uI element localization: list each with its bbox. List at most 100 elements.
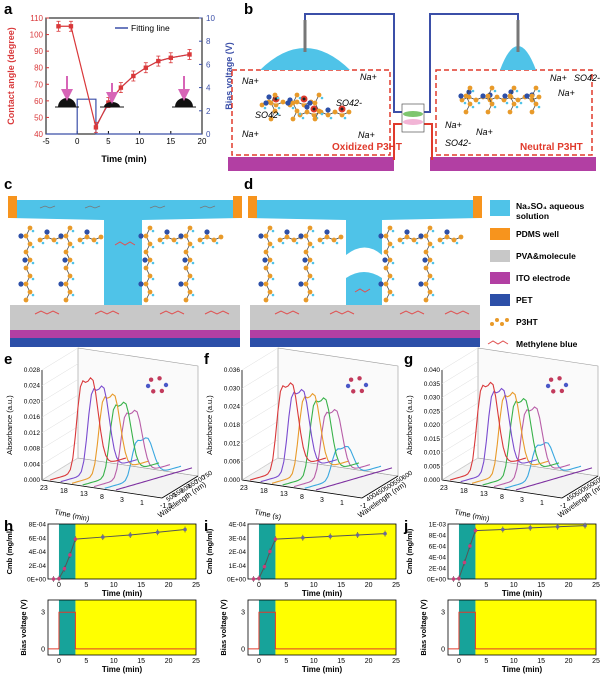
z-tick-label: 0.008 — [24, 446, 41, 453]
atom — [312, 116, 318, 122]
atom — [307, 225, 313, 231]
hydrogen-atom — [215, 241, 219, 245]
z-tick-label: 0.012 — [224, 440, 241, 447]
ion-label: Na+ — [360, 72, 377, 82]
time-tick-label: 8 — [500, 494, 504, 501]
bias-tick-label: 3 — [241, 610, 245, 617]
panel-i-xlabel: Time (min) — [302, 589, 343, 598]
x-tick-label: 20 — [198, 137, 207, 146]
time-tick-label: 3 — [320, 497, 324, 504]
hydrogen-atom — [191, 277, 195, 281]
grid-line — [241, 347, 279, 371]
hydrogen-atom — [191, 293, 195, 297]
sulfur-atom — [502, 93, 508, 99]
legend-label: Na₂SO₄ aqueous — [516, 201, 585, 211]
y-tick-label: 50 — [34, 113, 43, 122]
atom — [27, 225, 33, 231]
ion-label: Na+ — [358, 130, 375, 140]
atom — [44, 234, 50, 240]
hydrogen-atom — [455, 241, 459, 245]
x-tick-label: 15 — [537, 582, 545, 589]
hydrogen-atom — [161, 241, 165, 245]
back-wall — [77, 347, 199, 477]
ion-label: Na+ — [242, 76, 259, 86]
ion-label: SO42- — [336, 98, 362, 108]
x-tick-label: 10 — [310, 582, 318, 589]
atom — [187, 257, 193, 263]
x-tick-label: 0 — [75, 137, 80, 146]
sulfur-atom — [266, 94, 272, 100]
data-point — [273, 537, 278, 541]
atom — [67, 273, 73, 279]
hydrogen-atom — [151, 245, 155, 249]
z-tick-label: 0.015 — [424, 436, 441, 443]
z-tick-label: 0.024 — [24, 383, 41, 390]
hydrogen-atom — [391, 277, 395, 281]
x-tick-label: -5 — [42, 137, 50, 146]
methylene-blue-icon — [204, 310, 230, 315]
grid-line — [41, 363, 79, 386]
spectrum-line — [82, 401, 160, 486]
y2-tick-label: 2 — [206, 107, 211, 116]
atom — [325, 112, 331, 118]
legend-fitting-line-label: Fitting line — [131, 23, 170, 33]
panel-c: c — [4, 176, 242, 347]
z-tick-label: 0.004 — [24, 461, 41, 468]
atom — [272, 108, 278, 114]
spectrum-line — [460, 387, 538, 483]
x-tick-label: 0 — [457, 582, 461, 589]
data-point — [328, 534, 333, 539]
hydrogen-atom — [271, 261, 275, 265]
atom — [294, 108, 300, 114]
axes-frame — [447, 523, 597, 580]
atom — [143, 281, 149, 287]
fitting-line — [95, 53, 190, 126]
atom — [529, 109, 535, 115]
y-tick-label: 2E-04 — [29, 563, 47, 570]
atom — [84, 234, 90, 240]
panel-letter-e: e — [4, 351, 12, 368]
wire-blue-left — [304, 13, 410, 113]
panel-i-bias-label: Bias voltage (V) — [219, 599, 228, 656]
panel-a-ylabel-right: Bias voltage (V) — [224, 42, 234, 110]
spectrum-line — [304, 445, 382, 489]
hydrogen-atom — [41, 241, 45, 245]
data-point — [73, 537, 78, 541]
grid-line — [241, 402, 279, 426]
ito-layer — [250, 330, 480, 338]
spectrum-line — [60, 385, 138, 483]
panel-h-bias-xlabel: Time (min) — [102, 665, 143, 674]
atom — [529, 93, 535, 99]
panel-j: j 0E+00 2E-04 4E-04 6E-04 8E-04 1E-03 0 5 10 15 20 2… — [403, 518, 600, 674]
hydrogen-atom — [276, 96, 280, 100]
panel-letter-c: c — [4, 176, 12, 193]
atom — [273, 102, 279, 108]
axes-frame — [447, 599, 597, 656]
inset-molecule-atom — [151, 389, 156, 394]
inset-molecule-atom — [163, 382, 169, 388]
droplet-icons — [55, 76, 196, 108]
time-tick-label: 3 — [120, 497, 124, 504]
hydrogen-atom — [537, 89, 541, 93]
x-tick-label: 0 — [457, 658, 461, 665]
x-tick-label: 25 — [592, 658, 600, 665]
atom — [267, 289, 273, 295]
data-point — [128, 533, 133, 537]
hydrogen-atom — [335, 241, 339, 245]
wl-axis — [561, 475, 599, 499]
ion-label: Na+ — [476, 127, 493, 137]
x-tick-label: 5 — [84, 658, 88, 665]
hydrogen-atom — [311, 293, 315, 297]
legend-label: ITO electrode — [516, 273, 570, 283]
hydrogen-atom — [311, 261, 315, 265]
atom — [489, 85, 495, 91]
time-axis — [41, 479, 163, 499]
pet-layer — [250, 338, 480, 347]
y-tick-label: 0E+00 — [27, 577, 46, 584]
hydrogen-atom — [471, 105, 475, 109]
inset-molecule-atom — [348, 377, 354, 382]
x-tick-label: 10 — [110, 582, 118, 589]
hydrogen-atom — [291, 106, 295, 110]
panel-h-bias-label: Bias voltage (V) — [19, 599, 28, 656]
atom — [67, 241, 73, 247]
